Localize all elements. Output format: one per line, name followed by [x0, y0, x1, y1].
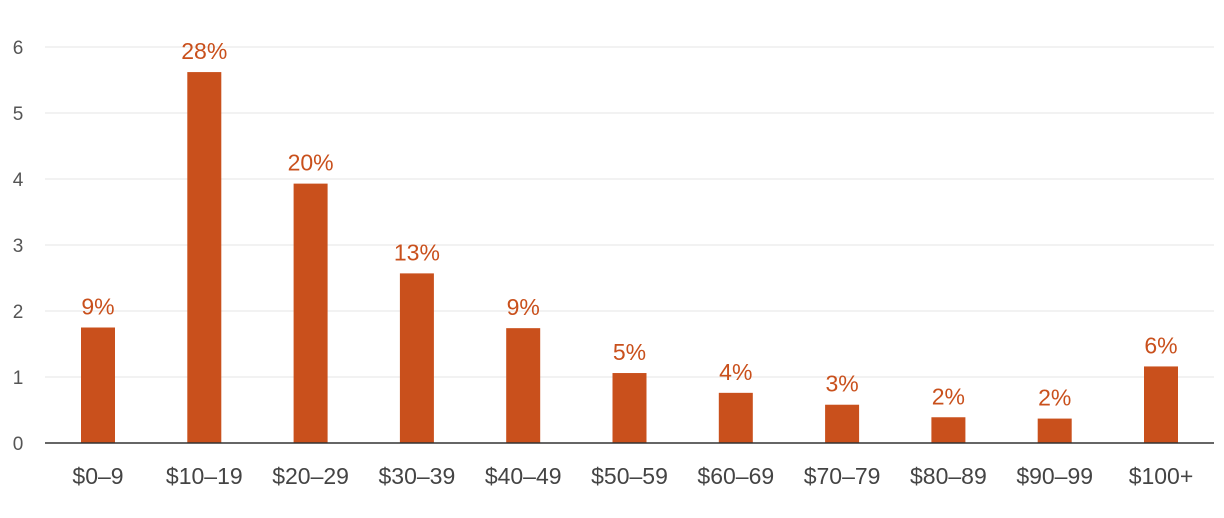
x-tick-label: $70–79 — [804, 463, 881, 489]
x-axis-ticks: $0–9 $10–19 $20–29 $30–39 $40–49 $50–59 $60–69… — [72, 463, 1193, 489]
x-tick-label: $30–39 — [379, 463, 456, 489]
bar — [187, 72, 222, 443]
bar — [1037, 418, 1072, 443]
bar — [931, 417, 966, 443]
data-label: 20% — [288, 150, 334, 176]
data-label: 9% — [81, 294, 114, 320]
x-tick-label: $20–29 — [272, 463, 349, 489]
y-tick-label: 0 — [13, 434, 24, 455]
data-label: 9% — [507, 294, 540, 320]
y-tick-label: 5 — [13, 104, 24, 125]
bars — [81, 72, 1178, 443]
data-label: 6% — [1144, 332, 1177, 358]
x-tick-label: $60–69 — [697, 463, 774, 489]
data-label: 5% — [613, 339, 646, 365]
x-tick-label: $100+ — [1129, 463, 1194, 489]
data-label: 3% — [825, 371, 858, 397]
y-tick-label: 4 — [13, 170, 24, 191]
data-label: 2% — [1038, 385, 1071, 411]
x-tick-label: $80–89 — [910, 463, 987, 489]
bar — [825, 404, 860, 443]
bar — [718, 392, 753, 443]
y-axis-ticks: 0 1 2 3 4 5 6 — [13, 38, 24, 455]
y-tick-label: 6 — [13, 38, 24, 59]
y-tick-label: 2 — [13, 302, 24, 323]
y-tick-label: 3 — [13, 236, 24, 257]
gridlines — [45, 46, 1214, 378]
x-tick-label: $10–19 — [166, 463, 243, 489]
bar — [81, 327, 115, 443]
bar — [1144, 366, 1178, 443]
x-tick-label: $50–59 — [591, 463, 668, 489]
data-labels: 9% 28% 20% 13% 9% 5% 4% 3% 2% 2% 6% — [81, 38, 1177, 411]
bar — [399, 273, 434, 443]
data-label: 28% — [181, 38, 227, 64]
bar — [506, 328, 541, 443]
bar — [612, 373, 647, 443]
x-tick-label: $40–49 — [485, 463, 562, 489]
y-tick-label: 1 — [13, 368, 24, 389]
x-tick-label: $90–99 — [1016, 463, 1093, 489]
bar — [293, 183, 328, 443]
data-label: 2% — [932, 383, 965, 409]
data-label: 13% — [394, 239, 440, 265]
x-tick-label: $0–9 — [72, 463, 123, 489]
data-label: 4% — [719, 359, 752, 385]
